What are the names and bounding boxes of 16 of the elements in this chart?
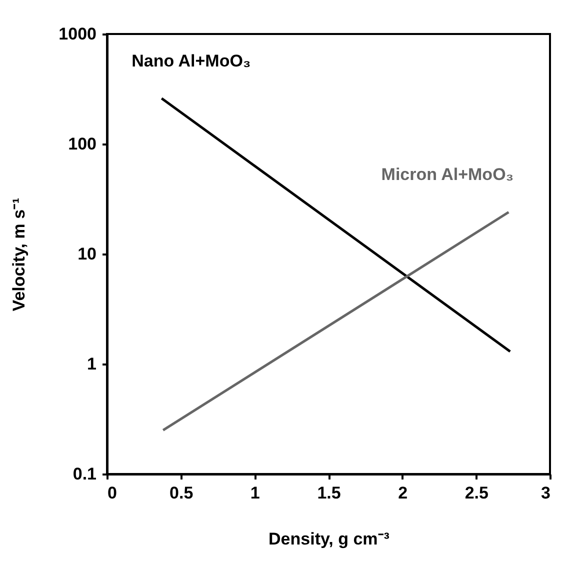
y-tick-label: 10 (78, 244, 96, 264)
x-tick-label: 2.5 (464, 484, 488, 502)
x-tick-label: 2 (398, 484, 408, 502)
y-axis-title: Velocity, m s⁻¹ (10, 197, 29, 312)
y-tick-label: 0.1 (72, 464, 96, 484)
x-tick-label: 1.5 (317, 484, 341, 502)
x-tick-label: 3 (541, 484, 550, 502)
x-axis-title: Density, g cm⁻³ (268, 530, 390, 548)
y-tick-label: 1 (87, 354, 96, 374)
text: Nano Al+MoO₃ (132, 51, 251, 70)
y-tick-label: 1000 (58, 24, 96, 44)
x-tick-label: 1 (250, 484, 260, 502)
x-tick-label: 0 (108, 484, 117, 502)
x-tick-label: 0.5 (170, 484, 194, 502)
y-tick-label: 100 (68, 134, 96, 154)
series-label: Micron Al+MoO₃ (381, 165, 514, 184)
